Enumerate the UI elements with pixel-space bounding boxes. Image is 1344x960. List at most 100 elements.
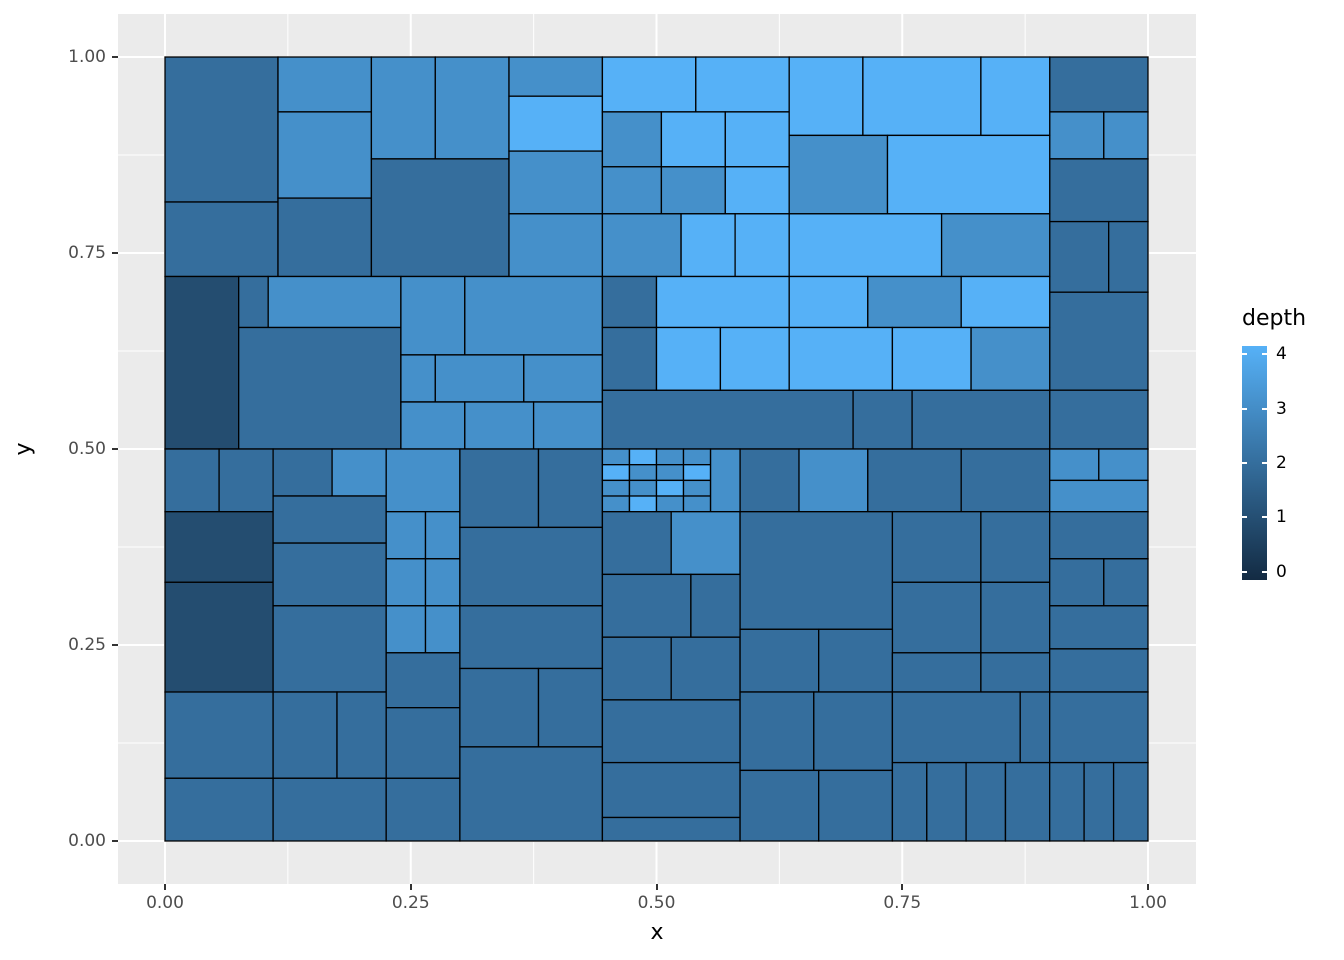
partition-rect [331,448,387,497]
partition-rect [277,111,373,199]
y-axis-tick [112,448,118,450]
partition-rect [601,511,672,576]
partition-rect [537,667,604,748]
y-axis-tick [112,252,118,254]
partition-rect [537,448,604,529]
partition-rect [862,56,982,137]
partition-rect [788,326,894,391]
x-axis-tick [901,884,904,890]
legend-colorbar-tick [1262,407,1267,410]
partition-rect [655,464,685,482]
x-axis-title: x [650,920,664,945]
y-tick-label: 0.00 [68,831,106,851]
partition-rect [682,479,712,497]
partition-rect [1108,220,1149,293]
legend-colorbar-tick [1242,516,1247,519]
partition-rect [1004,761,1051,842]
partition-rect [601,495,631,513]
partition-rect [739,769,820,842]
partition-rect [886,134,1051,215]
partition-rect [523,354,604,403]
x-tick-label: 0.00 [146,893,184,913]
partition-rect [370,56,436,160]
y-axis-tick [112,840,118,842]
partition-rect [813,691,894,772]
y-axis-tick [112,56,118,58]
partition-rect [682,464,712,482]
legend-colorbar-tick [1262,516,1267,519]
partition-rect [1049,511,1149,560]
x-axis-tick [164,884,166,890]
partition-rect [788,134,889,215]
partition-rect [734,213,790,278]
partition-rect [464,401,535,450]
partition-rect [601,699,741,764]
partition-rect [1103,111,1149,160]
partition-rect [980,581,1051,654]
partition-rect [655,448,685,466]
partition-rect [164,56,279,203]
partition-rect [385,605,427,654]
partition-rect [739,511,894,630]
partition-rect [385,558,427,607]
partition-rect [164,275,240,450]
panel-svg [118,14,1196,884]
partition-rect [670,511,741,576]
partition-rect [164,691,274,779]
partition-rect [1049,691,1149,764]
partition-rect [277,56,373,113]
partition-rect [891,511,982,583]
y-tick-label: 0.75 [68,243,106,263]
partition-rect [891,652,982,693]
partition-rect [788,56,864,137]
partition-rect [660,111,726,168]
x-tick-label: 0.25 [391,893,430,913]
partition-rect [628,464,658,482]
y-tick-label: 1.00 [68,47,106,67]
partition-rect [739,448,800,513]
partition-rect [424,511,461,560]
partition-rect [459,746,604,842]
x-tick-label: 1.00 [1129,893,1167,913]
partition-rect [1049,111,1105,160]
partition-rect [1049,56,1149,113]
partition-rect [980,511,1051,583]
partition-rect [655,495,685,513]
partition-rect [628,495,658,513]
partition-rect [385,777,461,842]
partition-rect [400,354,436,403]
partition-rect [424,605,461,654]
partition-rect [911,389,1051,450]
legend-colorbar-tick [1242,570,1247,573]
partition-rect [724,166,790,215]
partition-rect [601,816,741,842]
partition-rect [655,479,685,497]
partition-rect [891,691,1021,764]
partition-rect [336,691,387,779]
partition-rect [709,448,741,513]
partition-rect [459,667,540,748]
partition-rect [926,761,967,842]
partition-rect [818,628,894,693]
partition-rect [852,389,913,450]
partition-rect [1049,389,1149,450]
partition-rect [434,56,510,160]
partition-rect [960,448,1051,513]
partition-rect [980,652,1051,693]
partition-rect [655,275,790,329]
partition-rect [628,479,658,497]
partition-rect [164,448,220,513]
partition-rect [965,761,1007,842]
partition-rect [739,691,815,772]
legend-title: depth [1242,306,1307,331]
partition-rect [277,197,373,278]
partition-rect [272,542,387,607]
partition-rect [459,605,604,670]
x-axis-tick [409,884,412,890]
partition-rect [1049,158,1149,223]
legend-tick-label: 4 [1276,344,1287,365]
y-tick-label: 0.50 [68,439,106,459]
partition-rect [238,275,269,329]
partition-rect [695,56,790,113]
